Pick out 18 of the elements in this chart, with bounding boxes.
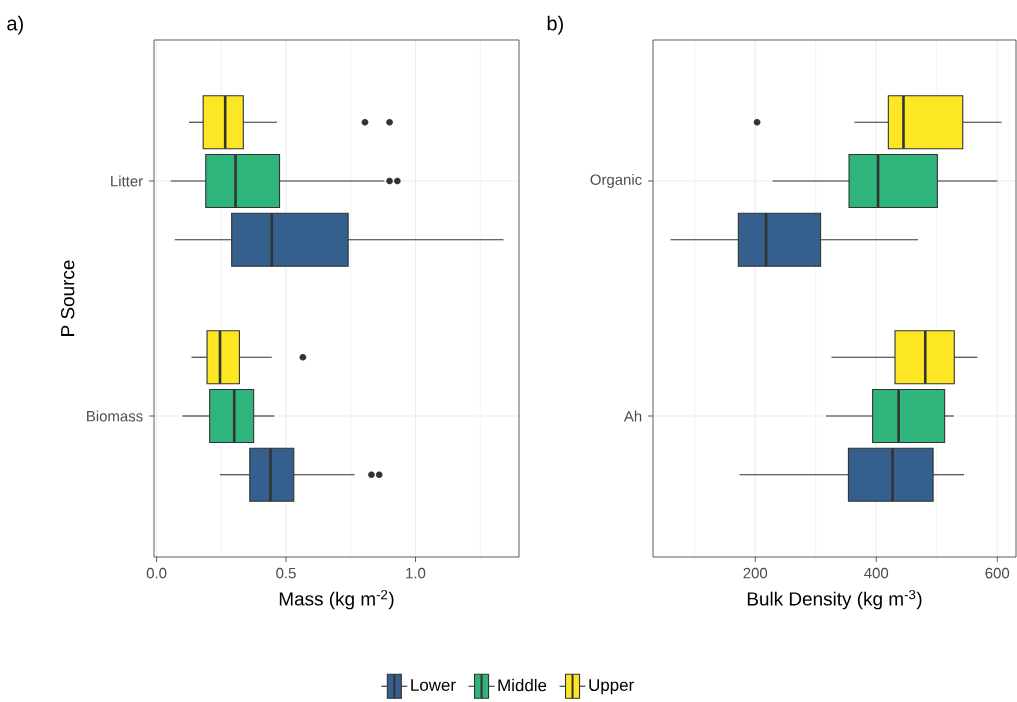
y-tick-label: Biomass xyxy=(87,410,143,422)
y-tick-label: Litter xyxy=(111,175,143,187)
legend-label: Upper xyxy=(589,679,634,695)
chart-title: a) xyxy=(7,15,23,35)
x-tick-label: 0.5 xyxy=(276,567,296,579)
x-tick-label: 0.0 xyxy=(146,567,167,579)
legend-label: Middle xyxy=(498,678,547,692)
x-tick-label: 600 xyxy=(985,567,1010,579)
chart-title: b) xyxy=(547,15,563,35)
y-tick-label: Ah xyxy=(623,410,642,422)
legend-label: Lower xyxy=(411,679,456,691)
x-tick-label: 1.0 xyxy=(406,567,426,579)
x-tick-label: 200 xyxy=(743,567,768,579)
x-axis-title: Mass (kg m$^{-2}$) xyxy=(279,589,394,610)
x-tick-label: 400 xyxy=(864,567,889,579)
x-axis-title: Bulk Density (kg m$^{-3}$) xyxy=(747,589,922,610)
y-tick-label: Organic xyxy=(590,174,642,188)
y-axis-title: P Source xyxy=(60,260,75,336)
